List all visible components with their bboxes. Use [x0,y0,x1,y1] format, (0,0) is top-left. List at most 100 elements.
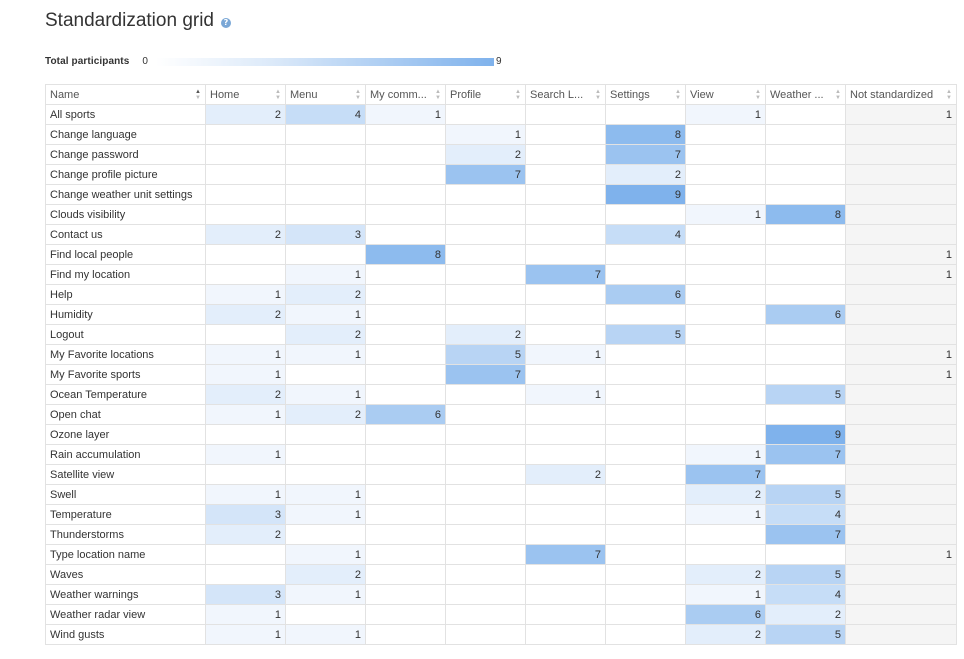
sort-icon[interactable]: ▲ ▼ [946,89,952,101]
sort-icon[interactable]: ▲ ▼ [195,89,201,101]
value-cell: 7 [605,144,686,165]
value-cell [365,344,446,365]
value-cell [365,284,446,305]
value-cell [685,124,766,145]
row-name-cell: Wind gusts [45,624,206,645]
table-body: All sports 2 4 1 1 1 Change language 1 8 Change p… [45,104,957,645]
value-cell [285,184,366,205]
row-name-cell: Temperature [45,504,206,525]
value-cell [845,604,957,625]
column-header-profile[interactable]: Profile ▲ ▼ [445,84,526,105]
sort-icon[interactable]: ▲ ▼ [515,89,521,101]
sort-icon[interactable]: ▲ ▼ [675,89,681,101]
value-cell [445,584,526,605]
value-cell: 1 [205,344,286,365]
value-cell [685,244,766,265]
row-name-cell: Weather warnings [45,584,206,605]
value-cell: 1 [205,404,286,425]
value-cell: 1 [205,284,286,305]
value-cell [445,564,526,585]
value-cell [285,424,366,445]
value-cell [365,524,446,545]
row-name-cell: Change weather unit settings [45,184,206,205]
value-cell [685,164,766,185]
value-cell [845,164,957,185]
column-header-not-standardized[interactable]: Not standardized ▲ ▼ [845,84,957,105]
value-cell [285,364,366,385]
column-header-menu[interactable]: Menu ▲ ▼ [285,84,366,105]
row-name-cell: Satellite view [45,464,206,485]
sort-icon[interactable]: ▲ ▼ [355,89,361,101]
value-cell: 1 [845,544,957,565]
table-row: Waves 2 2 5 [45,564,957,585]
column-header-my-comm[interactable]: My comm... ▲ ▼ [365,84,446,105]
value-cell [365,544,446,565]
value-cell [365,604,446,625]
value-cell [365,384,446,405]
help-icon[interactable]: ? [221,18,231,28]
value-cell: 5 [765,624,846,645]
value-cell [845,464,957,485]
sort-icon[interactable]: ▲ ▼ [435,89,441,101]
value-cell [685,404,766,425]
column-header-label: Not standardized [850,88,934,101]
value-cell [525,364,606,385]
value-cell: 8 [365,244,446,265]
column-header-search-l[interactable]: Search L... ▲ ▼ [525,84,606,105]
value-cell [285,124,366,145]
sort-icon[interactable]: ▲ ▼ [595,89,601,101]
column-header-label: View [690,88,714,101]
value-cell [525,424,606,445]
column-header-name[interactable]: Name ▲ ▼ [45,84,206,105]
value-cell [605,364,686,385]
row-name-cell: Change password [45,144,206,165]
table-row: Temperature 3 1 1 4 [45,504,957,525]
table-row: My Favorite sports 1 7 1 [45,364,957,385]
table-row: My Favorite locations 1 1 5 1 1 [45,344,957,365]
page-title: Standardization grid [45,10,214,31]
value-cell [765,464,846,485]
value-cell [765,284,846,305]
sort-icon[interactable]: ▲ ▼ [755,89,761,101]
value-cell [365,224,446,245]
column-header-weather[interactable]: Weather ... ▲ ▼ [765,84,846,105]
value-cell [285,604,366,625]
value-cell [605,404,686,425]
value-cell: 1 [365,104,446,125]
table-row: Ocean Temperature 2 1 1 5 [45,384,957,405]
value-cell [365,324,446,345]
value-cell [285,524,366,545]
value-cell: 1 [685,104,766,125]
sort-icon[interactable]: ▲ ▼ [835,89,841,101]
value-cell [765,224,846,245]
participants-legend: Total participants 0 9 [45,56,502,67]
value-cell [205,424,286,445]
value-cell [525,324,606,345]
value-cell [525,244,606,265]
value-cell: 1 [205,624,286,645]
value-cell: 1 [685,504,766,525]
value-cell [765,264,846,285]
value-cell [365,564,446,585]
column-header-view[interactable]: View ▲ ▼ [685,84,766,105]
value-cell: 6 [765,304,846,325]
sort-icon[interactable]: ▲ ▼ [275,89,281,101]
value-cell [685,524,766,545]
value-cell [765,164,846,185]
column-header-home[interactable]: Home ▲ ▼ [205,84,286,105]
value-cell [365,584,446,605]
value-cell [285,144,366,165]
table-row: Logout 2 2 5 [45,324,957,345]
row-name-cell: Ocean Temperature [45,384,206,405]
table-row: Satellite view 2 7 [45,464,957,485]
value-cell [845,584,957,605]
value-cell [445,264,526,285]
column-header-label: Name [50,88,80,101]
column-header-settings[interactable]: Settings ▲ ▼ [605,84,686,105]
value-cell [365,624,446,645]
value-cell [845,144,957,165]
table-row: All sports 2 4 1 1 1 [45,104,957,125]
table-header-row: Name ▲ ▼ Home ▲ ▼ Menu ▲ ▼ My comm... ▲ ▼ Profile ▲ ▼ S… [45,84,957,105]
value-cell [685,284,766,305]
value-cell [605,464,686,485]
